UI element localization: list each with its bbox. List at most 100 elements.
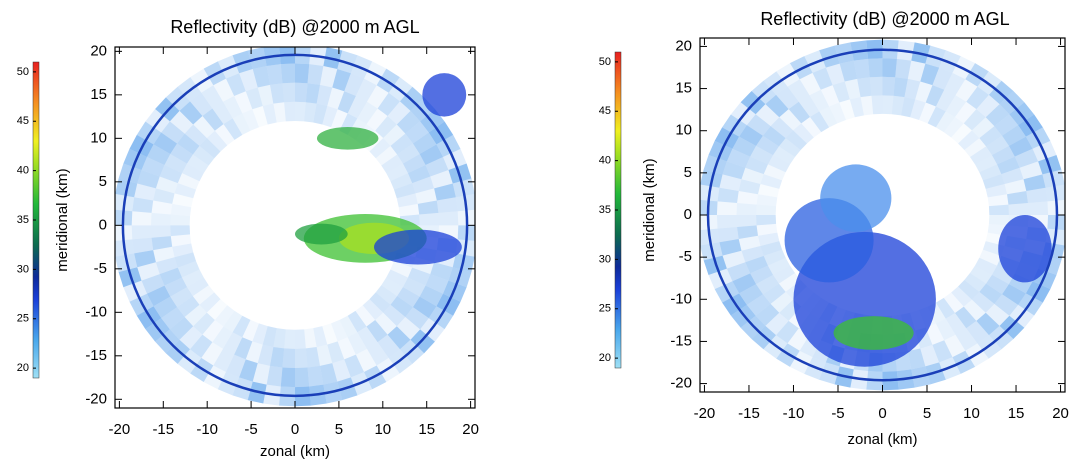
echo-cell — [269, 346, 285, 368]
echo-cell — [907, 60, 926, 82]
echo-cell — [412, 176, 435, 194]
echo-cell — [756, 204, 777, 215]
echo-cell — [882, 58, 897, 78]
echo-cell — [970, 146, 992, 165]
echo-cell — [882, 76, 896, 96]
echo-cell — [164, 153, 188, 174]
echo-cell — [146, 285, 171, 307]
echo-cell — [273, 328, 286, 349]
echo-cell — [367, 342, 389, 366]
echo-cell — [820, 85, 840, 107]
echo-cell — [819, 106, 838, 128]
echo-blob — [820, 164, 892, 232]
echo-cell — [357, 326, 378, 349]
echo-cell — [355, 348, 377, 372]
echo-cell — [746, 294, 771, 316]
echo-cell — [825, 63, 845, 86]
echo-cell — [242, 109, 259, 131]
echo-cell — [153, 188, 175, 204]
y-tick-label: 15 — [675, 80, 692, 97]
echo-cell — [141, 156, 165, 177]
echo-cell — [907, 348, 926, 370]
echo-cell — [252, 363, 270, 385]
echo-cell — [994, 294, 1019, 316]
echo-cell — [726, 262, 751, 282]
echo-cell — [280, 367, 295, 388]
echo-cell — [313, 103, 328, 125]
echo-cell — [920, 344, 940, 367]
echo-cell — [262, 326, 277, 347]
echo-cell — [151, 200, 173, 215]
echo-cell — [760, 241, 783, 256]
echo-cell — [295, 82, 308, 103]
echo-cell — [985, 303, 1010, 326]
echo-cell — [257, 344, 274, 366]
echo-cell — [257, 84, 274, 107]
echo-cell — [799, 72, 821, 96]
colorbar-tick-label: 50 — [599, 56, 611, 68]
echo-cell — [979, 126, 1003, 147]
colorbar-tick-label: 50 — [17, 66, 29, 78]
echo-blob — [998, 215, 1052, 283]
echo-cell — [739, 284, 763, 305]
echo-cell — [295, 348, 308, 368]
echo-cell — [785, 130, 807, 150]
echo-cell — [756, 274, 779, 295]
echo-cell — [951, 286, 972, 307]
echo-cell — [201, 85, 223, 109]
x-tick-label: 20 — [462, 421, 479, 438]
colorbar-tick-label: 40 — [17, 165, 29, 177]
echo-cell — [193, 116, 215, 138]
echo-cell — [316, 344, 333, 366]
echo-cell — [155, 176, 178, 194]
echo-cell — [966, 86, 989, 110]
echo-cell — [327, 341, 345, 364]
echo-cell — [190, 334, 213, 358]
echo-cell — [719, 174, 742, 191]
echo-cell — [434, 183, 456, 201]
echo-cell — [225, 354, 246, 378]
y-tick-label: 0 — [684, 206, 692, 223]
echo-cell — [201, 342, 223, 366]
x-tick-label: -5 — [244, 421, 257, 438]
echo-cell — [955, 328, 978, 351]
echo-cell — [386, 269, 409, 288]
echo-cell — [1027, 201, 1049, 215]
echo-cell — [405, 121, 429, 144]
echo-cell — [762, 126, 786, 147]
echo-cell — [975, 155, 998, 173]
echo-cell — [970, 265, 992, 284]
echo-cell — [307, 64, 324, 85]
echo-cell — [366, 319, 388, 343]
echo-cell — [223, 118, 243, 140]
echo-cell — [307, 365, 324, 387]
echo-cell — [383, 124, 406, 146]
echo-cell — [214, 124, 235, 146]
y-tick-label: -10 — [85, 303, 107, 320]
echo-cell — [812, 67, 833, 90]
echo-cell — [396, 317, 421, 340]
echo-cell — [232, 315, 251, 338]
echo-cell — [295, 63, 310, 84]
y-axis-label: meridional (km) — [641, 158, 658, 261]
echo-cell — [738, 179, 761, 195]
echo-cell — [736, 202, 757, 215]
echo-cell — [722, 250, 746, 269]
echo-cell — [1008, 136, 1033, 157]
echo-cell — [282, 82, 295, 103]
y-tick-label: 5 — [684, 164, 692, 181]
echo-cell — [322, 323, 338, 345]
echo-cell — [756, 223, 778, 236]
colorbar-tick-label: 35 — [17, 214, 29, 226]
echo-cell — [177, 261, 200, 278]
echo-cell — [161, 307, 185, 330]
echo-cell — [347, 332, 367, 355]
echo-cell — [181, 269, 204, 288]
echo-cell — [966, 320, 989, 344]
echo-cell — [1026, 187, 1048, 203]
echo-cell — [192, 145, 215, 166]
echo-cell — [944, 334, 966, 358]
echo-cell — [798, 95, 820, 117]
x-tick-label: 15 — [418, 421, 435, 438]
colorbar-tick-label: 45 — [17, 115, 29, 127]
